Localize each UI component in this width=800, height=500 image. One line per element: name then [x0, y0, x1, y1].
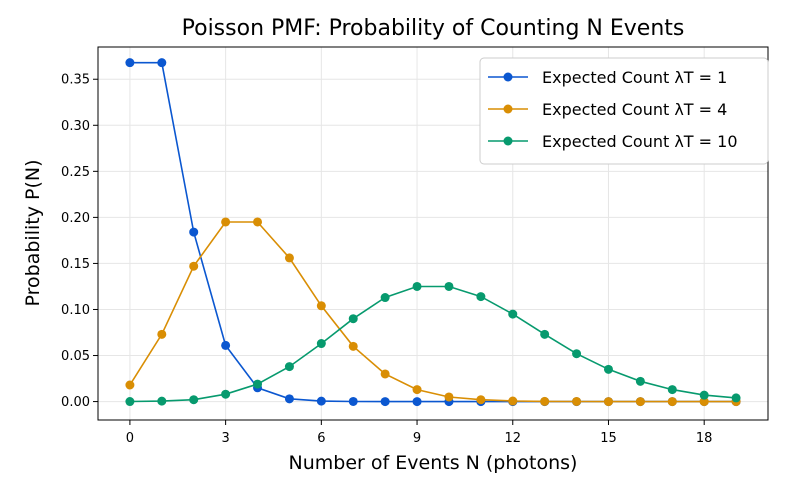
- x-axis-label: Number of Events N (photons): [288, 452, 578, 474]
- series-layer: [125, 58, 741, 407]
- data-point: [316, 301, 326, 311]
- data-point: [380, 369, 390, 379]
- legend-label: Expected Count λT = 10: [542, 132, 738, 151]
- y-tick-label: 0.10: [61, 303, 90, 318]
- legend-label: Expected Count λT = 4: [542, 100, 727, 119]
- legend-item: Expected Count λT = 10: [488, 132, 738, 151]
- data-point: [635, 376, 645, 386]
- data-point: [444, 281, 454, 291]
- data-point: [540, 329, 550, 339]
- data-point: [316, 396, 326, 406]
- y-axis-label: Probability P(N): [22, 159, 44, 307]
- data-point: [412, 385, 422, 395]
- x-tick-label: 3: [221, 431, 229, 446]
- legend-marker: [503, 136, 513, 146]
- data-point: [699, 390, 709, 400]
- legend-label: Expected Count λT = 1: [542, 68, 727, 87]
- data-point: [221, 340, 231, 350]
- series-line: [129, 285, 737, 403]
- axis-ticks: 0 3 6 9 12 15 18 0.00 0.05 0.10 0.15 0.20 0.25 0.30 0.…: [61, 73, 712, 446]
- data-point: [444, 392, 454, 402]
- data-point: [667, 385, 677, 395]
- data-point: [284, 362, 294, 372]
- data-point: [412, 397, 422, 407]
- data-point: [348, 341, 358, 351]
- x-tick-label: 0: [126, 431, 134, 446]
- y-tick-label: 0.15: [61, 257, 90, 272]
- data-point: [667, 397, 677, 407]
- series-3: [125, 281, 741, 407]
- x-tick-label: 15: [600, 431, 617, 446]
- series-2: [125, 217, 741, 407]
- y-tick-label: 0.05: [61, 349, 90, 364]
- data-point: [412, 281, 422, 291]
- data-point: [380, 397, 390, 407]
- legend-item: Expected Count λT = 4: [488, 100, 727, 119]
- legend-item: Expected Count λT = 1: [488, 68, 727, 87]
- data-point: [540, 396, 550, 406]
- data-point: [348, 314, 358, 324]
- data-point: [253, 217, 263, 227]
- data-point: [221, 389, 231, 399]
- data-point: [508, 309, 518, 319]
- data-point: [221, 217, 231, 227]
- y-tick-label: 0.20: [61, 211, 90, 226]
- data-point: [603, 364, 613, 374]
- data-point: [284, 394, 294, 404]
- legend-marker: [503, 72, 513, 82]
- legend-marker: [503, 104, 513, 114]
- legend-box: [479, 57, 769, 165]
- x-tick-label: 9: [413, 431, 421, 446]
- data-point: [253, 379, 263, 389]
- data-point: [476, 292, 486, 302]
- data-point: [125, 397, 135, 407]
- data-point: [125, 58, 135, 68]
- data-point: [125, 380, 135, 390]
- data-point: [189, 395, 199, 405]
- data-point: [157, 396, 167, 406]
- data-point: [699, 397, 709, 407]
- data-point: [348, 396, 358, 406]
- data-point: [316, 339, 326, 349]
- chart-title: Poisson PMF: Probability of Counting N E…: [181, 16, 685, 41]
- data-point: [189, 227, 199, 237]
- y-tick-label: 0.35: [61, 73, 90, 88]
- data-point: [635, 397, 645, 407]
- plot-frame: [97, 46, 769, 421]
- data-point: [189, 261, 199, 271]
- y-tick-label: 0.30: [61, 119, 90, 134]
- data-point: [157, 329, 167, 339]
- x-tick-label: 12: [504, 431, 521, 446]
- series-line: [129, 221, 737, 403]
- data-point: [476, 395, 486, 405]
- data-point: [572, 349, 582, 359]
- grid: [98, 47, 768, 420]
- x-tick-label: 18: [696, 431, 713, 446]
- data-point: [157, 58, 167, 68]
- data-point: [380, 293, 390, 303]
- data-point: [508, 396, 518, 406]
- data-point: [572, 396, 582, 406]
- data-point: [284, 253, 294, 263]
- legend: Expected Count λT = 1 Expected Count λT =…: [479, 57, 769, 165]
- data-point: [731, 393, 741, 403]
- y-tick-label: 0.00: [61, 395, 90, 410]
- x-tick-label: 6: [317, 431, 325, 446]
- data-point: [603, 397, 613, 407]
- y-tick-label: 0.25: [61, 165, 90, 180]
